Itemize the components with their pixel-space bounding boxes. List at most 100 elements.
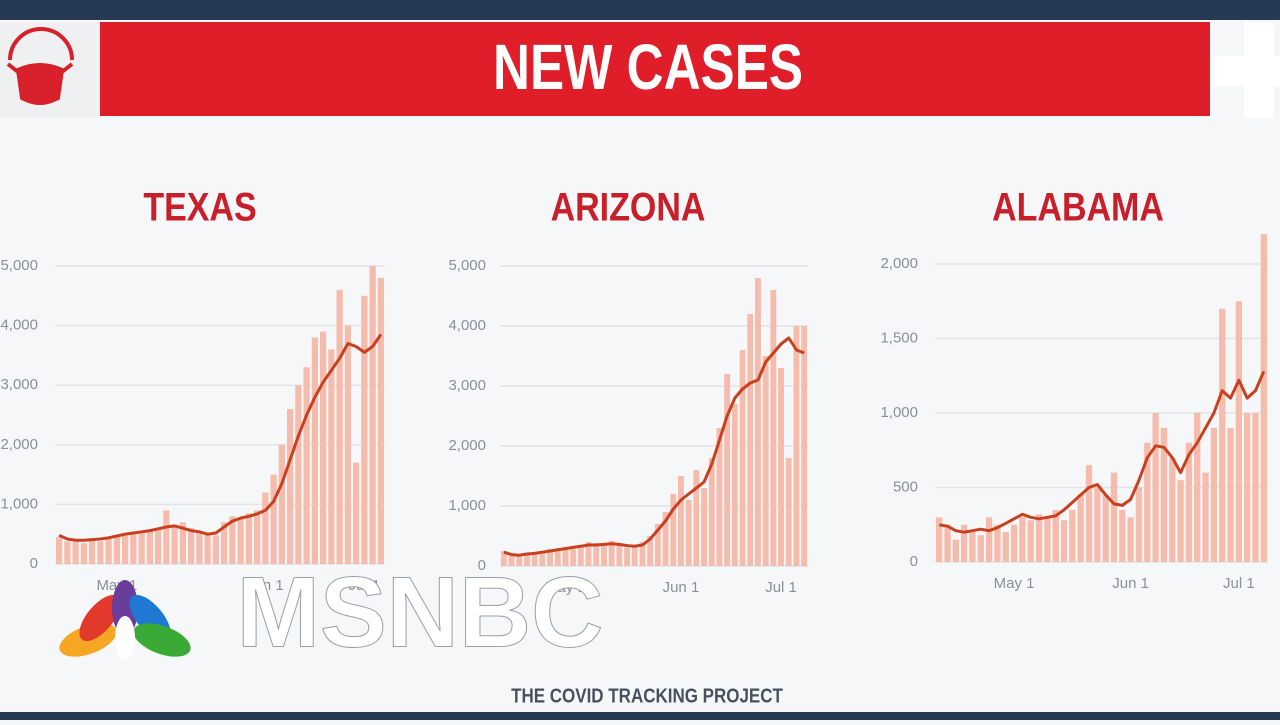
bar — [1119, 509, 1126, 562]
chart-title: ARIZONA — [551, 184, 706, 229]
bar — [270, 474, 277, 564]
y-tick-label: 1,000 — [880, 404, 918, 421]
y-tick-label: 5,000 — [448, 257, 486, 274]
bar — [647, 536, 654, 566]
bar — [1010, 524, 1018, 562]
bar — [793, 326, 800, 566]
bar — [670, 494, 677, 566]
bar — [585, 542, 592, 566]
bar — [531, 554, 538, 566]
bar — [171, 525, 178, 564]
bar — [785, 458, 792, 566]
bar — [1244, 413, 1251, 562]
bar — [1127, 517, 1134, 562]
bar — [762, 356, 769, 566]
bar — [229, 516, 236, 564]
bar — [88, 540, 96, 564]
bar — [1252, 413, 1259, 562]
bar — [935, 517, 943, 562]
bar — [1260, 234, 1268, 562]
y-tick-label: 5,000 — [0, 257, 38, 274]
bar — [1035, 514, 1043, 562]
bar — [1202, 472, 1209, 562]
bar — [179, 522, 187, 564]
y-tick-label: 2,000 — [880, 255, 918, 272]
bar — [770, 290, 777, 566]
bar — [662, 512, 669, 566]
y-tick-label: 1,000 — [448, 497, 486, 514]
x-tick-label: Jun 1 — [247, 577, 284, 594]
bar — [303, 367, 310, 564]
bar — [1060, 520, 1068, 562]
bar — [739, 350, 746, 566]
x-tick-label: Jun 1 — [1112, 575, 1149, 592]
bar — [1052, 509, 1059, 562]
bar — [55, 537, 63, 564]
bar — [724, 374, 731, 566]
bar — [577, 545, 584, 566]
bar — [1144, 442, 1151, 562]
bar — [593, 543, 600, 566]
bar — [286, 409, 294, 564]
bar — [508, 555, 515, 566]
y-tick-label: 2,000 — [448, 437, 486, 454]
network-logo: MSNBC — [237, 556, 604, 668]
bar — [1094, 487, 1101, 562]
y-tick-label: 0 — [30, 555, 38, 572]
bar — [1069, 509, 1076, 562]
average-line — [938, 370, 1266, 534]
bar — [72, 538, 79, 564]
bar — [196, 531, 203, 564]
bar — [1152, 413, 1159, 562]
bar — [747, 314, 754, 566]
y-tick-label: 2,000 — [0, 436, 38, 453]
bar — [778, 368, 784, 566]
bar — [624, 548, 630, 566]
bar — [80, 543, 88, 564]
chart-title: TEXAS — [143, 184, 256, 229]
x-tick-label: Jul 1 — [1223, 575, 1255, 592]
bar — [1210, 427, 1218, 562]
y-tick-label: 1,500 — [880, 329, 918, 346]
bar — [516, 554, 523, 566]
bar — [237, 519, 244, 564]
bar — [539, 551, 546, 566]
bar — [278, 444, 286, 564]
bar — [369, 266, 376, 564]
bar — [311, 337, 319, 564]
bar — [562, 546, 569, 566]
bar — [113, 536, 121, 564]
bar — [693, 470, 700, 566]
bar — [130, 534, 137, 564]
bar — [1160, 427, 1168, 562]
mask-icon — [6, 27, 74, 105]
bar — [262, 492, 269, 564]
y-tick-label: 0 — [910, 553, 918, 570]
x-tick-label: May 1 — [545, 579, 586, 596]
bar — [1194, 413, 1201, 562]
bar — [685, 500, 692, 566]
bar — [344, 325, 352, 564]
bar — [204, 534, 211, 564]
bar — [146, 530, 154, 564]
bar — [601, 545, 607, 566]
bar — [639, 542, 646, 566]
bar — [319, 331, 327, 564]
bar — [64, 541, 71, 564]
bar — [295, 385, 302, 564]
bar — [1110, 472, 1118, 562]
x-tick-label: Jul 1 — [349, 577, 381, 594]
header-title: NEW CASES — [493, 33, 803, 104]
bar — [336, 289, 343, 564]
bar — [1227, 427, 1234, 562]
header-bar — [100, 22, 1210, 116]
bar — [1235, 301, 1243, 562]
bar — [801, 326, 808, 566]
bar — [1102, 494, 1109, 562]
bar — [1002, 532, 1009, 562]
y-tick-label: 4,000 — [0, 317, 38, 334]
bar — [678, 476, 684, 566]
bar — [220, 522, 228, 564]
